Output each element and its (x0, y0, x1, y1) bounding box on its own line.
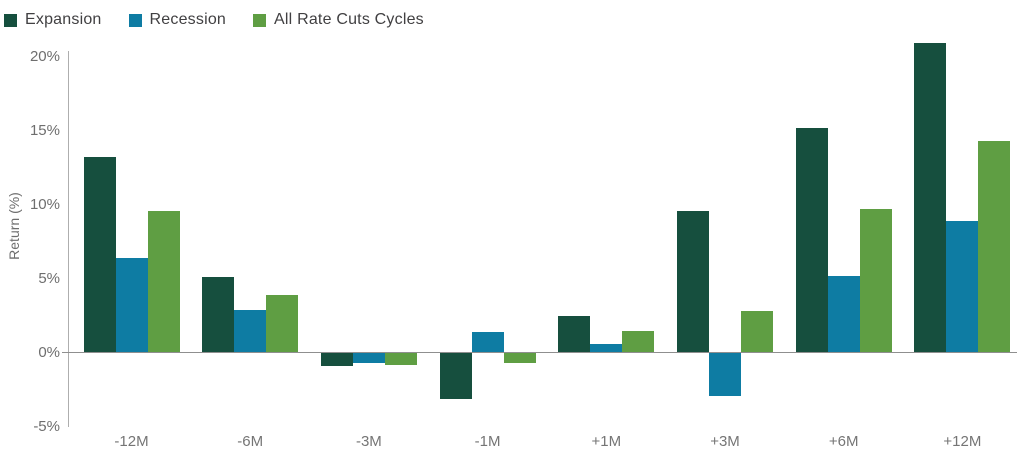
bar-expansion-3m (677, 210, 709, 353)
y-axis-line (68, 51, 69, 427)
bar-all-rate-cuts-cycles-12m (147, 210, 180, 353)
bar-expansion-12m (83, 157, 116, 353)
bar-expansion-3m (320, 352, 353, 366)
bar-recession-12m (115, 257, 148, 353)
legend-label: All Rate Cuts Cycles (274, 11, 424, 28)
bar-expansion-6m (202, 277, 235, 353)
x-tick-label: +1M (591, 433, 622, 450)
bar-recession-1m (590, 343, 623, 353)
x-tick-label: -3M (355, 433, 382, 450)
legend-swatch-all-rate-cuts-cycles (253, 13, 267, 27)
bar-recession-6m (827, 275, 860, 353)
legend-item-all-rate-cuts-cycles: All Rate Cuts Cycles (253, 11, 424, 29)
y-tick-label: 0% (38, 343, 60, 361)
bar-all-rate-cuts-cycles-6m (859, 209, 892, 353)
legend-item-recession: Recession (128, 11, 227, 29)
y-tick-label: 10% (29, 195, 60, 213)
legend-item-expansion: Expansion (4, 11, 102, 29)
legend-label: Recession (149, 11, 227, 28)
bar-all-rate-cuts-cycles-1m (503, 352, 536, 364)
bar-all-rate-cuts-cycles-3m (741, 311, 773, 353)
bar-recession-6m (234, 309, 267, 353)
legend-swatch-recession (128, 13, 142, 27)
x-tick-label: -1M (474, 433, 501, 450)
x-tick-label: -6M (237, 433, 264, 450)
bar-expansion-1m (558, 315, 591, 353)
y-tick-label: 5% (38, 269, 60, 287)
y-tick-label: -5% (33, 417, 60, 435)
legend-label: Expansion (25, 11, 102, 28)
y-tick-label: 20% (29, 47, 60, 65)
x-tick-label: +6M (828, 433, 859, 450)
bar-recession-1m (471, 331, 504, 353)
x-tick-label: +3M (710, 433, 740, 450)
bar-recession-3m (352, 352, 385, 364)
bar-recession-3m (709, 352, 741, 396)
bar-all-rate-cuts-cycles-1m (622, 330, 655, 353)
zero-baseline (62, 352, 1017, 353)
bar-all-rate-cuts-cycles-3m (384, 352, 417, 365)
bar-expansion-12m (914, 43, 947, 353)
bar-expansion-6m (795, 127, 828, 353)
bar-all-rate-cuts-cycles-6m (266, 294, 299, 353)
chart-legend: Expansion Recession All Rate Cuts Cycles (4, 11, 424, 29)
bar-expansion-1m (439, 352, 472, 399)
x-tick-label: -12M (114, 433, 149, 450)
x-tick-label: +12M (943, 433, 982, 450)
bar-all-rate-cuts-cycles-12m (978, 141, 1011, 353)
bar-recession-12m (946, 220, 979, 353)
y-tick-label: 15% (29, 121, 60, 139)
legend-swatch-expansion (4, 13, 17, 27)
